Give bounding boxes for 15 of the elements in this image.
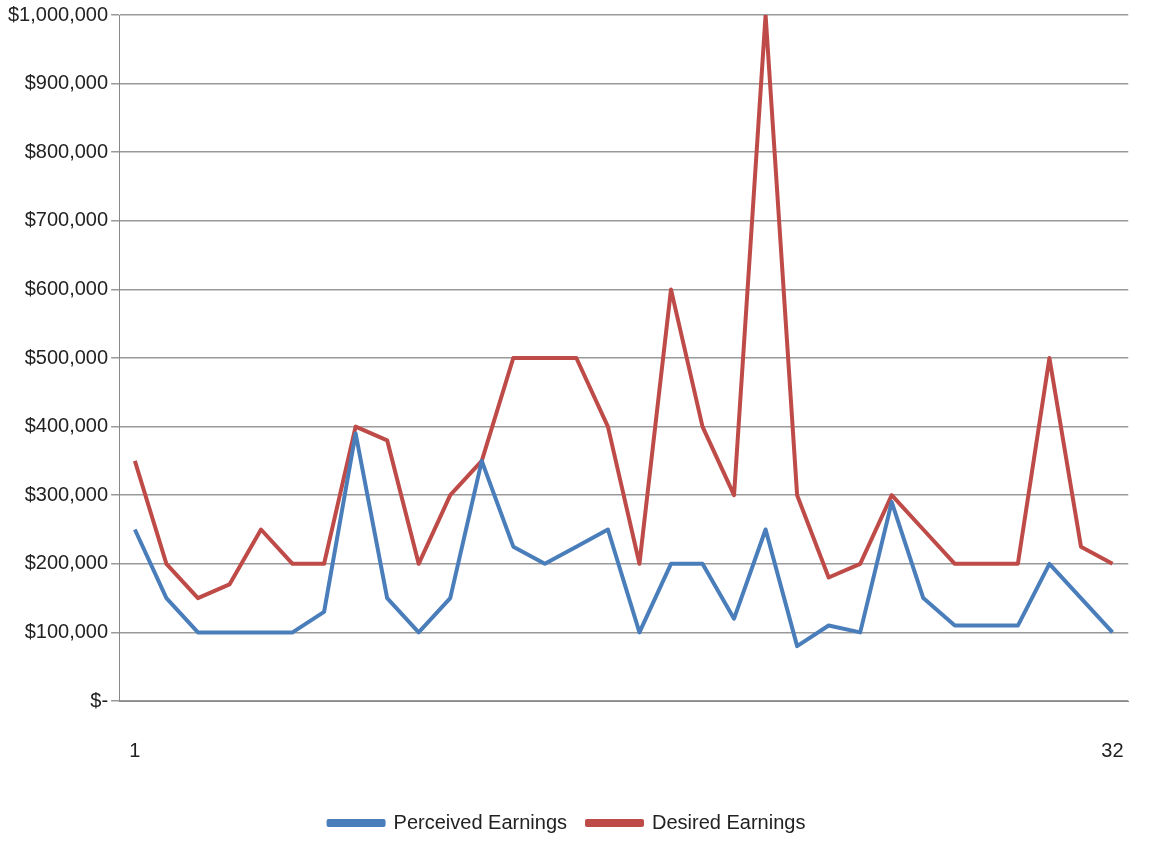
y-tick-label: $900,000 (24, 71, 109, 94)
legend-label: Desired Earnings (652, 810, 806, 833)
y-tick-label: $500,000 (24, 345, 109, 368)
y-tick-label: $100,000 (24, 619, 109, 642)
y-tick-label: $800,000 (24, 139, 109, 162)
x-tick-label: 1 (129, 738, 141, 761)
y-tick-label: $600,000 (24, 276, 109, 299)
legend-label: Perceived Earnings (393, 810, 568, 833)
y-tick-label: $700,000 (24, 208, 109, 231)
y-tick-label: $- (90, 688, 109, 711)
y-tick-label: $200,000 (24, 551, 109, 574)
y-tick-label: $1,000,000 (7, 2, 109, 25)
y-tick-label: $300,000 (24, 482, 109, 505)
x-tick-label: 32 (1101, 738, 1124, 761)
y-tick-label: $400,000 (24, 414, 109, 437)
